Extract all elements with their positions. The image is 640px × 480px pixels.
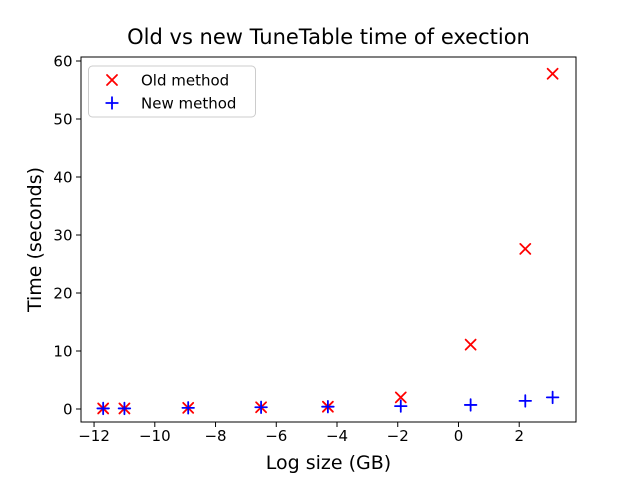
x-tick-label: −10	[139, 427, 171, 445]
data-point-old	[519, 243, 532, 255]
x-axis-ticks: −12 −10 −8 −6 −4 −2 0 2	[78, 422, 524, 445]
data-point-old	[464, 338, 477, 351]
data-point-old	[394, 391, 407, 404]
x-tick-label: 2	[514, 427, 524, 445]
data-point-new	[254, 400, 268, 414]
data-point-new	[96, 401, 110, 416]
x-tick-label: −4	[326, 427, 348, 445]
legend-x-marker-icon	[106, 74, 118, 86]
data-point-new	[518, 394, 532, 408]
data-point-new	[545, 390, 560, 405]
x-tick-label: −6	[265, 427, 287, 445]
y-axis-ticks: 0 10 20 30 40 50 60	[53, 53, 81, 419]
y-tick-label: 30	[53, 227, 72, 245]
y-tick-label: 20	[53, 285, 72, 303]
x-tick-label: −2	[387, 427, 409, 445]
data-point-new	[117, 401, 132, 416]
data-point-new	[181, 401, 195, 415]
plot-area	[80, 56, 577, 423]
data-point-new	[463, 398, 478, 412]
x-tick-label: −8	[204, 427, 226, 445]
y-tick-label: 10	[53, 343, 72, 361]
series-new-method	[96, 390, 560, 416]
legend-plus-marker-icon	[105, 96, 119, 110]
series-old-method	[97, 67, 559, 415]
y-tick-label: 40	[53, 169, 72, 187]
x-tick-label: 0	[454, 427, 464, 445]
x-tick-label: −12	[78, 427, 110, 445]
y-axis-label: Time (seconds)	[24, 167, 46, 313]
legend-box	[88, 65, 256, 118]
legend: Old method New method	[88, 65, 256, 118]
y-tick-label: 50	[53, 111, 72, 129]
x-axis-label: Log size (GB)	[266, 452, 391, 474]
y-tick-label: 0	[63, 401, 73, 419]
chart-title: Old vs new TuneTable time of exection	[127, 25, 530, 49]
data-point-new	[394, 399, 408, 413]
legend-label-new: New method	[141, 95, 236, 113]
data-point-new	[321, 399, 335, 414]
y-tick-label: 60	[53, 53, 72, 71]
legend-label-old: Old method	[141, 72, 229, 90]
data-point-old	[546, 67, 559, 80]
